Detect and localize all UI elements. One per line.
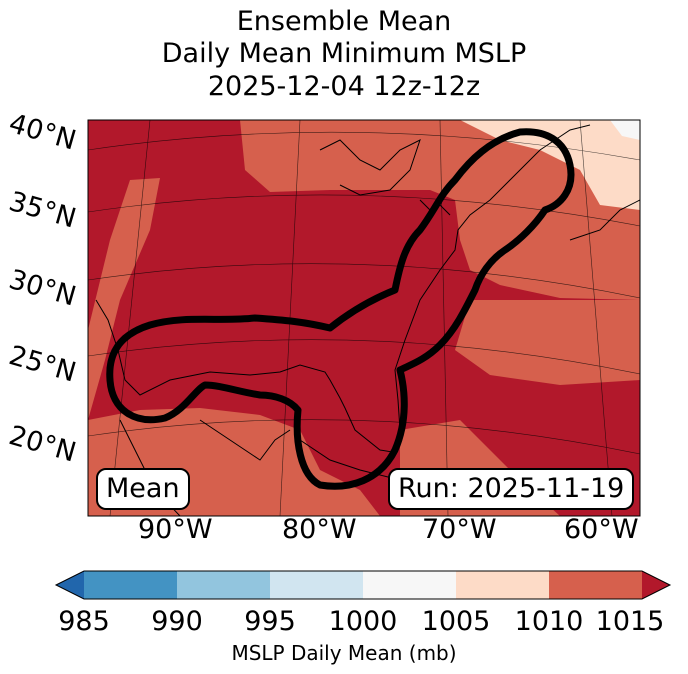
title-line-3: 2025-12-04 12z-12z xyxy=(207,71,481,102)
lon-label-60w: 60°W xyxy=(564,514,639,545)
colorbar-tick-995: 995 xyxy=(244,606,296,637)
title-line-1: Ensemble Mean xyxy=(236,6,452,37)
colorbar-seg-990-995 xyxy=(177,571,270,599)
lon-label-80w: 80°W xyxy=(282,514,357,545)
colorbar-tick-985: 985 xyxy=(58,606,110,637)
map-frame xyxy=(87,119,641,517)
colorbar-tick-1000: 1000 xyxy=(328,606,398,637)
lon-label-70w: 70°W xyxy=(422,514,497,545)
colorbar-outline xyxy=(54,570,672,600)
lon-label-90w: 90°W xyxy=(138,514,213,545)
colorbar-seg-985-990 xyxy=(84,571,177,599)
colorbar-label: MSLP Daily Mean (mb) xyxy=(231,641,457,665)
colorbar-seg-1000-1005 xyxy=(363,571,456,599)
colorbar-tick-1015: 1015 xyxy=(595,606,665,637)
mean-label-box: Mean xyxy=(96,468,190,510)
colorbar-min-extend xyxy=(56,571,84,599)
colorbar-tick-1005: 1005 xyxy=(421,606,491,637)
colorbar-tick-1010: 1010 xyxy=(514,606,584,637)
ensemble-contour xyxy=(106,128,575,490)
run-date-box: Run: 2025-11-19 xyxy=(388,468,635,510)
colorbar-seg-1010-1015 xyxy=(549,571,642,599)
field-1005-1010-north xyxy=(240,120,640,300)
colorbar-seg-1005-1010 xyxy=(456,571,549,599)
colorbar-seg-995-1000 xyxy=(270,571,363,599)
title-line-2: Daily Mean Minimum MSLP xyxy=(161,38,527,69)
field-1005-1010-west xyxy=(88,178,160,420)
field-995-1000-corner xyxy=(610,120,640,140)
pressure-field xyxy=(88,120,640,516)
colorbar-tick-990: 990 xyxy=(151,606,203,637)
field-1000-1005-northeast xyxy=(460,120,640,210)
colorbar xyxy=(54,570,672,600)
colorbar-max-extend xyxy=(642,571,670,599)
field-1005-1010-east xyxy=(455,300,640,385)
